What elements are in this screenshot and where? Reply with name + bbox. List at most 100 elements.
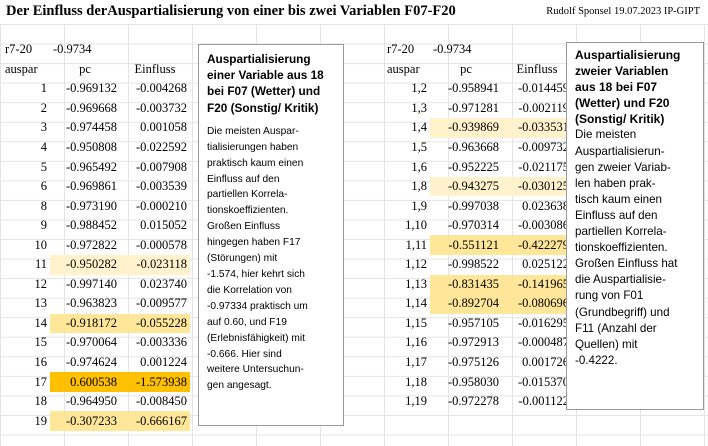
auspar-cell[interactable]: 1,18 xyxy=(405,374,427,389)
auspar-cell[interactable]: 15 xyxy=(34,335,48,350)
einfluss-cell[interactable]: -0.016295 xyxy=(517,315,569,330)
pc-cell[interactable]: -0.918172 xyxy=(50,313,120,334)
pc-cell[interactable]: -0.988452 xyxy=(65,218,117,233)
r-label-cell[interactable]: r7-20 xyxy=(387,42,415,57)
pc-cell[interactable]: -0.963823 xyxy=(65,296,117,311)
left-comment-box[interactable]: Auspartialisierung einer Variable aus 18 b… xyxy=(198,44,344,426)
einfluss-cell[interactable]: -0.022592 xyxy=(135,140,187,154)
auspar-cell[interactable]: 10 xyxy=(34,237,48,252)
einfluss-cell[interactable]: -0.007908 xyxy=(135,159,187,174)
einfluss-cell[interactable]: -0.014459 xyxy=(517,81,569,96)
einfluss-cell[interactable]: 0.001726 xyxy=(522,355,569,370)
pc-cell[interactable]: -0.972278 xyxy=(447,394,499,409)
header-einfluss[interactable]: Einfluss xyxy=(134,61,176,76)
einfluss-cell[interactable]: 0.023740 xyxy=(140,276,187,291)
auspar-cell[interactable]: 14 xyxy=(34,315,48,330)
pc-cell[interactable]: -0.965492 xyxy=(65,159,117,174)
pc-cell[interactable]: -0.939869 xyxy=(430,118,502,138)
einfluss-cell[interactable]: -0.023118 xyxy=(120,255,190,275)
auspar-cell[interactable]: 1,3 xyxy=(411,100,427,115)
einfluss-cell[interactable]: -0.055228 xyxy=(120,313,190,334)
einfluss-cell[interactable]: -0.003732 xyxy=(135,100,187,115)
pc-cell[interactable]: -0.998522 xyxy=(447,257,499,272)
pc-cell[interactable]: -0.970314 xyxy=(447,218,499,233)
auspar-cell[interactable]: 1,6 xyxy=(411,159,427,174)
auspar-cell[interactable]: 19 xyxy=(34,413,48,428)
auspar-cell[interactable]: 1,16 xyxy=(405,335,427,350)
right-comment-box[interactable]: Auspartialisierung zweier Variablen aus 18… xyxy=(566,42,704,410)
header-auspar[interactable]: auspar xyxy=(5,61,38,76)
pc-cell[interactable]: -0.950282 xyxy=(50,255,120,275)
pc-cell[interactable]: -0.970064 xyxy=(65,335,117,350)
auspar-cell[interactable]: 1,8 xyxy=(411,179,427,194)
auspar-cell[interactable]: 17 xyxy=(34,374,48,389)
auspar-cell[interactable]: 1,5 xyxy=(411,140,427,154)
auspar-cell[interactable]: 1,11 xyxy=(405,237,427,252)
auspar-cell[interactable]: 4 xyxy=(40,140,47,154)
einfluss-cell[interactable]: -0.021175 xyxy=(518,159,569,174)
auspar-cell[interactable]: 12 xyxy=(34,276,48,291)
einfluss-cell[interactable]: -0.003086 xyxy=(517,218,569,233)
einfluss-cell[interactable]: -0.033531 xyxy=(502,118,572,138)
pc-cell[interactable]: -0.971281 xyxy=(447,100,499,115)
auspar-cell[interactable]: 1,12 xyxy=(405,257,427,272)
header-einfluss[interactable]: Einfluss xyxy=(516,61,558,76)
header-pc[interactable]: pc xyxy=(79,61,91,76)
einfluss-cell[interactable]: 0.023638 xyxy=(522,198,569,213)
pc-cell[interactable]: -0.969132 xyxy=(65,81,117,96)
pc-cell[interactable]: -0.972822 xyxy=(65,237,117,252)
einfluss-cell[interactable]: 0.001058 xyxy=(140,120,187,135)
auspar-cell[interactable]: 1 xyxy=(40,81,47,96)
auspar-cell[interactable]: 13 xyxy=(34,296,48,311)
auspar-cell[interactable]: 1,2 xyxy=(411,81,427,96)
auspar-cell[interactable]: 8 xyxy=(40,198,47,213)
pc-cell[interactable]: -0.974458 xyxy=(65,120,117,135)
r-value-cell[interactable]: -0.9734 xyxy=(433,42,472,57)
einfluss-cell[interactable]: -0.000487 xyxy=(517,335,569,350)
einfluss-cell[interactable]: -0.003539 xyxy=(135,179,187,194)
einfluss-cell[interactable]: -0.003336 xyxy=(135,335,187,350)
auspar-cell[interactable]: 9 xyxy=(40,218,47,233)
einfluss-cell[interactable]: -0.666167 xyxy=(120,411,190,431)
auspar-cell[interactable]: 1,19 xyxy=(405,394,427,409)
auspar-cell[interactable]: 1,4 xyxy=(411,120,427,135)
auspar-cell[interactable]: 5 xyxy=(40,159,47,174)
einfluss-cell[interactable]: -0.422279 xyxy=(502,235,572,256)
empty-cell[interactable] xyxy=(502,40,572,60)
pc-cell[interactable]: -0.997140 xyxy=(65,276,117,291)
pc-cell[interactable]: -0.943275 xyxy=(430,176,502,197)
pc-cell[interactable]: -0.974624 xyxy=(65,355,117,370)
einfluss-cell[interactable]: -0.000578 xyxy=(135,237,187,252)
auspar-cell[interactable]: 16 xyxy=(34,355,48,370)
auspar-cell[interactable]: 11 xyxy=(34,257,47,272)
auspar-cell[interactable]: 1,14 xyxy=(405,296,427,311)
pc-cell[interactable]: -0.972913 xyxy=(447,335,499,350)
pc-cell[interactable]: -0.997038 xyxy=(447,198,499,213)
einfluss-cell[interactable]: 0.015052 xyxy=(140,218,187,233)
einfluss-cell[interactable]: -0.008450 xyxy=(135,394,187,409)
auspar-cell[interactable]: 3 xyxy=(40,120,47,135)
r-label-cell[interactable]: r7-20 xyxy=(5,42,33,57)
pc-cell[interactable]: -0.973190 xyxy=(65,198,117,213)
einfluss-cell[interactable]: -0.001122 xyxy=(518,394,569,409)
auspar-cell[interactable]: 18 xyxy=(34,394,48,409)
auspar-cell[interactable]: 1,15 xyxy=(405,315,427,330)
auspar-cell[interactable]: 6 xyxy=(40,179,47,194)
einfluss-cell[interactable]: -0.004268 xyxy=(135,81,187,96)
einfluss-cell[interactable]: -1.573938 xyxy=(120,372,190,392)
einfluss-cell[interactable]: -0.015370 xyxy=(517,374,569,389)
einfluss-cell[interactable]: -0.080696 xyxy=(502,294,572,314)
auspar-cell[interactable]: 1,9 xyxy=(411,198,427,213)
auspar-cell[interactable]: 1,10 xyxy=(405,218,427,233)
pc-cell[interactable]: 0.600538 xyxy=(50,372,120,392)
auspar-cell[interactable]: 2 xyxy=(40,100,47,115)
auspar-cell[interactable]: 1,17 xyxy=(405,355,427,370)
pc-cell[interactable]: -0.958030 xyxy=(447,374,499,389)
r-value-cell[interactable]: -0.9734 xyxy=(53,42,92,57)
pc-cell[interactable]: -0.958941 xyxy=(447,81,499,96)
einfluss-cell[interactable]: -0.009732 xyxy=(517,140,569,154)
pc-cell[interactable]: -0.969861 xyxy=(65,179,117,194)
pc-cell[interactable]: -0.831435 xyxy=(430,274,502,295)
pc-cell[interactable]: -0.952225 xyxy=(447,159,499,174)
pc-cell[interactable]: -0.551121 xyxy=(430,235,502,256)
